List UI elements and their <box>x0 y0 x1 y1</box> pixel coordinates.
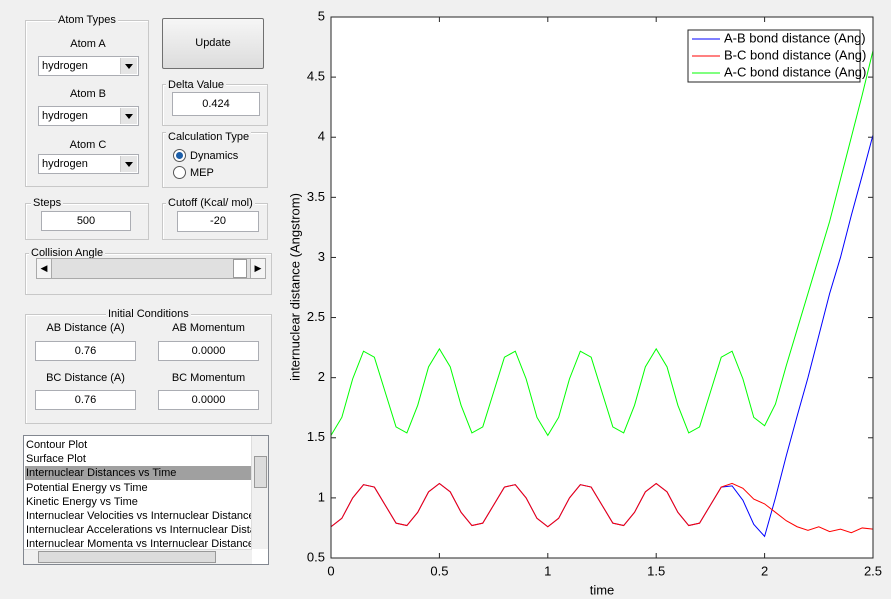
panel-title: Calculation Type <box>166 131 252 143</box>
series-line <box>330 50 874 437</box>
steps-input[interactable]: 500 <box>41 211 131 231</box>
x-tick-label: 2.5 <box>864 563 882 578</box>
radio-dot <box>173 149 186 162</box>
slider-left-arrow[interactable]: ◀ <box>37 259 52 278</box>
horizontal-scrollbar[interactable] <box>24 549 252 564</box>
y-tick-label: 4.5 <box>307 69 325 84</box>
label: BC Momentum <box>171 372 246 384</box>
label: BC Distance (A) <box>46 372 125 384</box>
y-tick-label: 2.5 <box>307 309 325 324</box>
panel-title: Atom Types <box>56 14 118 26</box>
scroll-thumb[interactable] <box>254 456 267 488</box>
radio-option[interactable]: Dynamics <box>173 149 238 163</box>
list-item[interactable]: Potential Energy vs Time <box>26 481 148 494</box>
atom-c-select[interactable]: hydrogen <box>38 154 139 174</box>
label: Atom C <box>69 139 107 151</box>
y-tick-label: 1.5 <box>307 429 325 444</box>
y-tick-label: 3.5 <box>307 189 325 204</box>
label: AB Distance (A) <box>46 322 125 334</box>
panel-title: Collision Angle <box>29 247 106 259</box>
y-tick-label: 2 <box>318 369 325 384</box>
panel-title: Steps <box>31 197 64 209</box>
series-line <box>330 482 874 534</box>
dropdown-arrow <box>120 156 137 172</box>
dropdown-arrow <box>120 108 137 124</box>
x-tick-label: 0 <box>327 563 334 578</box>
list-item[interactable]: Internuclear Momenta vs Internuclear Dis… <box>26 538 251 551</box>
y-tick-label: 4 <box>318 129 325 144</box>
ab-distance-input[interactable]: 0.76 <box>35 341 136 361</box>
update-button[interactable]: Update <box>162 18 264 69</box>
label: AB Momentum <box>172 322 245 334</box>
label: Atom B <box>69 88 107 100</box>
radio-dot <box>173 166 186 179</box>
select-value: hydrogen <box>42 110 88 122</box>
radio-option[interactable]: MEP <box>173 166 214 180</box>
y-tick-label: 0.5 <box>307 549 325 564</box>
plot-area <box>331 17 873 558</box>
select-value: hydrogen <box>42 60 88 72</box>
x-tick-label: 1 <box>544 563 551 578</box>
bc-momentum-input[interactable]: 0.0000 <box>158 390 259 410</box>
atom-b-select[interactable]: hydrogen <box>38 106 139 126</box>
bc-distance-input[interactable]: 0.76 <box>35 390 136 410</box>
slider-thumb[interactable] <box>233 259 247 278</box>
y-axis-label: internuclear distance (Angstrom) <box>287 193 302 381</box>
list-item[interactable]: Contour Plot <box>26 439 88 451</box>
list-item[interactable]: Kinetic Energy vs Time <box>26 495 138 508</box>
vertical-scrollbar[interactable] <box>251 436 268 549</box>
collision-angle-panel <box>25 253 272 295</box>
panel-title: Delta Value <box>166 79 227 91</box>
delta-value-input[interactable]: 0.424 <box>172 92 260 116</box>
y-tick-label: 5 <box>318 8 325 23</box>
panel-title: Initial Conditions <box>106 308 191 320</box>
atom-a-select[interactable]: hydrogen <box>38 56 139 76</box>
scroll-thumb[interactable] <box>38 551 216 563</box>
collision-angle-slider[interactable]: ◀ ▶ <box>36 258 266 279</box>
x-tick-label: 2 <box>761 563 768 578</box>
radio-label: MEP <box>190 167 214 179</box>
ab-momentum-input[interactable]: 0.0000 <box>158 341 259 361</box>
list-item[interactable]: Internuclear Velocities vs Internuclear … <box>26 510 251 522</box>
radio-label: Dynamics <box>190 150 239 162</box>
legend-label: A-C bond distance (Ang) <box>724 64 866 79</box>
y-tick-label: 1 <box>318 489 325 504</box>
cutoff-input[interactable]: -20 <box>177 211 259 232</box>
x-axis-label: time <box>590 582 615 597</box>
plot-listbox: Contour Plot Surface Plot Internuclear Dis… <box>23 435 269 565</box>
panel-title: Cutoff (Kcal/ mol) <box>166 197 255 209</box>
x-tick-label: 1.5 <box>647 563 665 578</box>
list-item[interactable]: Surface Plot <box>26 453 86 466</box>
dropdown-arrow <box>120 58 137 74</box>
list-item[interactable]: Internuclear Distances vs Time <box>25 466 251 481</box>
label: Atom A <box>70 38 106 50</box>
list-item[interactable]: Internuclear Accelerations vs Internucle… <box>26 524 251 537</box>
slider-right-arrow[interactable]: ▶ <box>250 259 265 278</box>
legend-label: A-B bond distance (Ang) <box>724 30 866 45</box>
axes-box <box>330 16 874 559</box>
steps-panel <box>25 203 149 240</box>
y-tick-label: 3 <box>318 249 325 264</box>
select-value: hydrogen <box>42 158 88 170</box>
x-tick-label: 0.5 <box>430 563 448 578</box>
legend-label: B-C bond distance (Ang) <box>724 47 866 62</box>
